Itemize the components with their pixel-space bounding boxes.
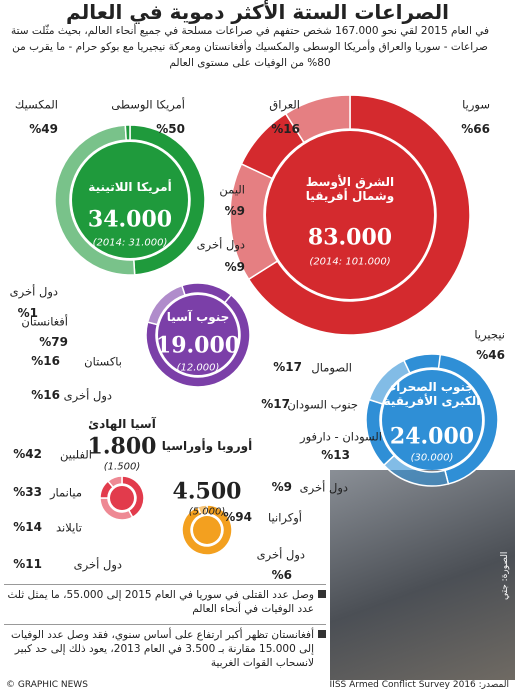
segment-name: دول أخرى xyxy=(9,284,58,299)
region-total: 34.000 xyxy=(87,206,173,233)
segment-name: سوريا xyxy=(462,97,490,112)
region-name: أوروبا وأوراسيا xyxy=(161,439,253,454)
segment-name: الفلبين xyxy=(59,447,92,462)
segment-label: %42 xyxy=(13,447,42,462)
segment xyxy=(99,479,115,499)
footer-credit: © GRAPHIC NEWS xyxy=(6,680,88,690)
segment-name: أوكرانيا xyxy=(268,510,302,525)
segment-label: %16 xyxy=(31,388,60,403)
segment xyxy=(99,497,134,521)
segment-label: %14 xyxy=(13,520,42,535)
segment-name: دول أخرى xyxy=(256,547,305,562)
segment-name: جنوب السودان xyxy=(287,397,358,412)
region-name: أمريكا اللاتينية xyxy=(88,180,172,195)
segment-label: %17 xyxy=(273,360,302,375)
segment-name: تايلاند xyxy=(55,520,82,535)
note-text: أفغانستان تظهر أكبر ارتفاع على أساس سنوي… xyxy=(11,629,314,670)
region-total: 83.000 xyxy=(307,224,393,251)
segment-label: %16 xyxy=(271,122,300,137)
region-name: جنوب آسيا xyxy=(166,310,230,325)
photo xyxy=(330,470,515,680)
region-name: الشرق الأوسط وشمال أفريقيا xyxy=(305,175,395,203)
segment-name: أفغانستان xyxy=(21,314,68,329)
region-bubble xyxy=(193,516,221,544)
segment-name: المكسيك xyxy=(14,97,58,112)
region-previous: (101.000 :2014) xyxy=(309,256,391,268)
region-name: آسيا الهادئ xyxy=(88,417,156,432)
region-total: 1.800 xyxy=(87,433,157,460)
note-text: وصل عدد القتلى في سوريا في العام 2015 إل… xyxy=(7,589,314,616)
intro: في العام 2015 لقي نحو 167.000 شخص حتفهم … xyxy=(11,25,489,69)
segment-name: العراق xyxy=(269,97,300,112)
segment-name: ميانمار xyxy=(49,485,82,500)
region-previous: (5.000) xyxy=(188,506,226,518)
segment xyxy=(121,475,145,519)
segment-name: دول أخرى xyxy=(73,557,122,572)
region-total: 24.000 xyxy=(389,423,475,450)
segment-label: %46 xyxy=(476,348,505,363)
region-previous: (12.000) xyxy=(176,362,220,374)
segment-label: %16 xyxy=(31,354,60,369)
segment-name: نيجيريا xyxy=(474,327,505,342)
segment-label: %17 xyxy=(261,397,290,412)
region-previous: (30.000) xyxy=(410,452,454,464)
segment-label: %66 xyxy=(461,122,490,137)
segment-name: باكستان xyxy=(84,354,122,369)
segment-name: دول أخرى xyxy=(63,388,112,403)
segment-label: %9 xyxy=(224,260,245,275)
segment-label: %33 xyxy=(13,485,42,500)
segment-label: %50 xyxy=(156,122,185,137)
region-total: 4.500 xyxy=(172,478,242,505)
segment-label: %94 xyxy=(223,510,252,525)
region-previous: (31.000 :2014) xyxy=(92,237,168,249)
segment-label: %9 xyxy=(224,204,245,219)
segment-name: دول أخرى xyxy=(299,480,348,495)
footer-source: المصدر: IISS Armed Conflict Survey 2016 xyxy=(329,680,509,690)
segment xyxy=(106,475,123,489)
region-previous: (1.500) xyxy=(103,461,141,473)
segment-label: %49 xyxy=(29,122,58,137)
photo-credit: الصورة: جتي xyxy=(500,551,510,600)
segment xyxy=(129,124,206,276)
segment xyxy=(54,124,136,276)
title: الصراعات الستة الأكثر دموية في العالم xyxy=(66,0,449,24)
segment-name: أمريكا الوسطى xyxy=(111,97,185,112)
segment-name: السودان - دارفور xyxy=(300,429,382,444)
region-bubble xyxy=(110,486,134,510)
segment xyxy=(402,353,442,374)
region-name: جنوب الصحراء الكبرى الأفريقية xyxy=(383,380,481,408)
region-total: 19.000 xyxy=(155,332,241,359)
segment-name: اليمن xyxy=(219,182,245,197)
segment-name: دول أخرى xyxy=(196,237,245,252)
segment xyxy=(124,124,131,141)
segment-name: الصومال xyxy=(311,360,352,375)
segment-label: %6 xyxy=(271,568,292,583)
segment-label: %9 xyxy=(271,480,292,495)
segment-label: %79 xyxy=(39,335,68,350)
note: أفغانستان تظهر أكبر ارتفاع على أساس سنوي… xyxy=(4,624,326,671)
note: وصل عدد القتلى في سوريا في العام 2015 إل… xyxy=(4,584,326,616)
region-bubble xyxy=(266,131,434,299)
segment-label: %11 xyxy=(13,557,42,572)
segment xyxy=(180,282,233,304)
segment xyxy=(431,353,499,485)
segment-label: %1 xyxy=(17,306,38,321)
segment-label: %13 xyxy=(321,448,350,463)
